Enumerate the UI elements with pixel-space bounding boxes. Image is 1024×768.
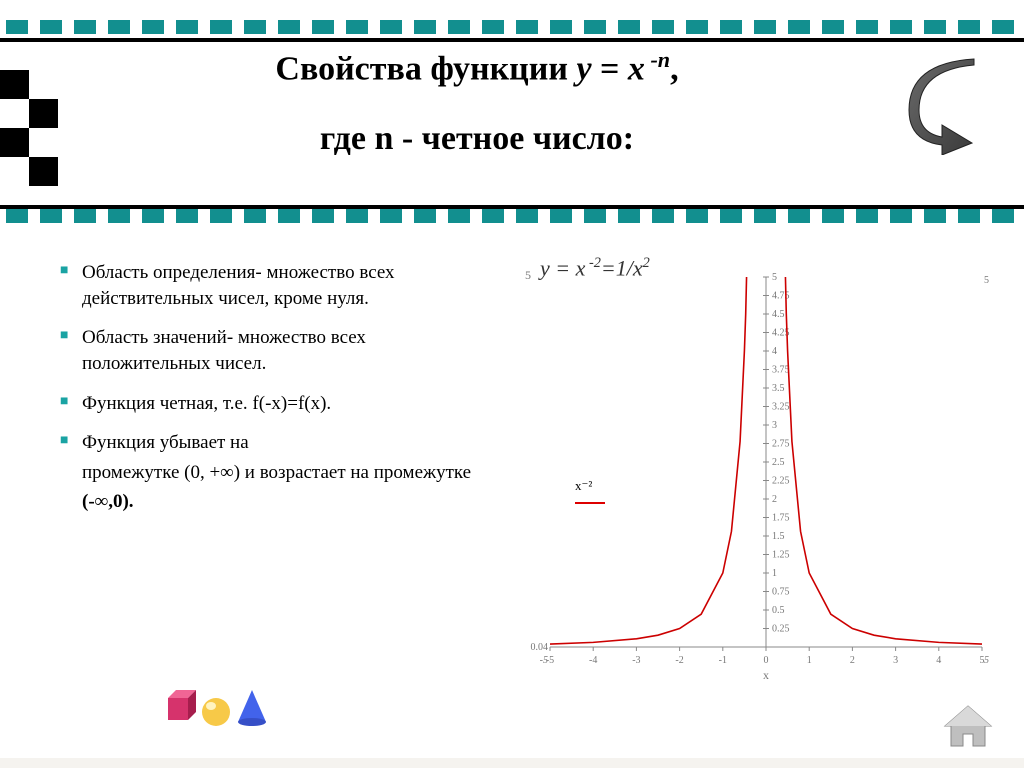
svg-text:1.25: 1.25 — [772, 550, 790, 561]
bullet-tail-1: промежутке (0, +∞) и возрастает на проме… — [60, 460, 490, 486]
legend-label: x⁻² — [575, 478, 605, 494]
title-eq: = — [592, 50, 628, 87]
svg-text:2: 2 — [850, 655, 855, 666]
shapes-decoration — [160, 680, 280, 730]
svg-text:1: 1 — [772, 568, 777, 579]
title-prefix: Свойства функции — [275, 50, 576, 87]
title-suffix: , — [670, 50, 679, 87]
bullet-domain: Область определения- множество всех дейс… — [60, 260, 490, 311]
svg-text:2.25: 2.25 — [772, 476, 790, 487]
svg-text:-2: -2 — [675, 655, 683, 666]
svg-text:5: 5 — [984, 655, 989, 666]
bullet-tail-2: (-∞,0). — [60, 489, 490, 515]
svg-text:3.75: 3.75 — [772, 365, 790, 376]
svg-text:1.5: 1.5 — [772, 531, 785, 542]
bullet-range: Область значений- множество всех положит… — [60, 325, 490, 376]
svg-text:-1: -1 — [719, 655, 727, 666]
slide-title: Свойства функции y = x -n, где n - четно… — [70, 45, 884, 163]
svg-text:-4: -4 — [589, 655, 597, 666]
chart-legend: x⁻² — [575, 478, 605, 510]
svg-text:0.5: 0.5 — [772, 605, 785, 616]
svg-text:3: 3 — [772, 420, 777, 431]
title-exp: -n — [645, 47, 670, 72]
curved-arrow-icon — [904, 55, 994, 155]
svg-text:-3: -3 — [632, 655, 640, 666]
svg-text:3.5: 3.5 — [772, 383, 785, 394]
svg-text:3: 3 — [893, 655, 898, 666]
svg-text:1: 1 — [807, 655, 812, 666]
dashed-border-top — [0, 20, 1024, 36]
svg-text:0.25: 0.25 — [772, 624, 790, 635]
checker-decoration — [0, 70, 58, 186]
svg-text:2.5: 2.5 — [772, 457, 785, 468]
rule-top — [0, 38, 1024, 42]
bottom-bar — [0, 758, 1024, 768]
svg-text:0: 0 — [764, 655, 769, 666]
svg-text:0.04: 0.04 — [531, 642, 549, 653]
svg-text:2.75: 2.75 — [772, 439, 790, 450]
svg-text:5: 5 — [984, 275, 989, 286]
svg-text:5: 5 — [772, 272, 777, 283]
legend-line — [575, 502, 605, 504]
dashed-border-bottom — [0, 209, 1024, 225]
svg-text:x: x — [763, 668, 769, 682]
svg-text:0.75: 0.75 — [772, 587, 790, 598]
title-line2: где n - четное число: — [70, 115, 884, 163]
home-button[interactable] — [941, 702, 996, 750]
svg-text:4.75: 4.75 — [772, 291, 790, 302]
title-y: y — [576, 50, 591, 87]
bullet-monotone: Функция убывает на — [60, 430, 490, 456]
svg-text:4: 4 — [772, 346, 777, 357]
title-x: x — [628, 50, 645, 87]
svg-text:2: 2 — [772, 494, 777, 505]
svg-text:-5: -5 — [540, 655, 548, 666]
svg-text:4: 4 — [936, 655, 941, 666]
properties-list: Область определения- множество всех дейс… — [60, 260, 490, 529]
svg-text:1.75: 1.75 — [772, 513, 790, 524]
svg-text:3.25: 3.25 — [772, 402, 790, 413]
svg-text:4.5: 4.5 — [772, 309, 785, 320]
bullet-even: Функция четная, т.е. f(-x)=f(x). — [60, 391, 490, 417]
